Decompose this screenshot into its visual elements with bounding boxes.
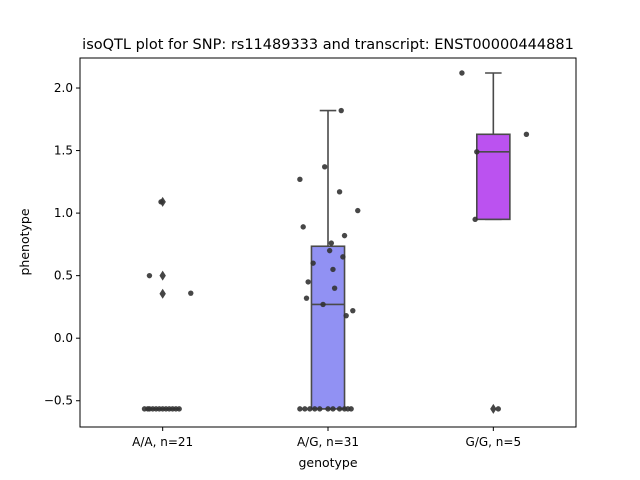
data-point <box>523 131 530 138</box>
data-point <box>336 406 343 412</box>
data-point <box>474 149 480 155</box>
data-point <box>146 272 153 279</box>
data-point <box>495 406 501 412</box>
data-point <box>312 406 318 412</box>
data-point <box>320 301 326 308</box>
x-tick-label: G/G, n=5 <box>466 435 522 449</box>
y-tick-label: 0.0 <box>54 331 73 345</box>
box-2 <box>310 109 346 410</box>
data-point <box>297 406 303 412</box>
data-point <box>340 254 346 260</box>
data-point <box>330 266 336 273</box>
data-point <box>325 406 331 412</box>
data-point <box>307 406 313 412</box>
data-point <box>317 406 323 412</box>
data-point <box>176 406 182 412</box>
data-point <box>355 207 361 214</box>
data-point <box>302 406 308 412</box>
data-point <box>321 164 328 170</box>
data-point <box>459 70 465 76</box>
data-point <box>305 279 311 285</box>
y-tick-label: 2.0 <box>54 81 73 95</box>
data-point <box>326 247 333 254</box>
outlier-marker <box>490 403 497 414</box>
data-point <box>300 224 306 230</box>
data-point <box>188 290 194 296</box>
outlier-marker <box>159 270 166 281</box>
data-point <box>341 232 348 239</box>
x-tick-label: A/A, n=21 <box>132 435 193 449</box>
boxes-group <box>145 72 511 414</box>
data-point <box>343 312 349 319</box>
y-axis: −0.5 0.0 0.5 1.0 1.5 2.0 <box>44 81 80 408</box>
data-point <box>158 199 164 205</box>
y-tick-label: −0.5 <box>44 394 73 408</box>
box-3 <box>475 72 511 414</box>
points-group <box>141 70 530 412</box>
data-point <box>330 406 336 412</box>
y-tick-label: 0.5 <box>54 269 73 283</box>
y-tick-label: 1.5 <box>54 144 73 158</box>
x-axis: A/A, n=21 A/G, n=31 G/G, n=5 <box>132 427 521 449</box>
data-point <box>297 176 303 183</box>
data-point <box>348 406 354 412</box>
data-point <box>472 216 478 223</box>
data-point <box>303 295 310 301</box>
box-body <box>475 133 511 221</box>
data-point <box>328 240 335 246</box>
data-point <box>145 406 151 412</box>
x-axis-label: genotype <box>298 455 357 470</box>
chart-title: isoQTL plot for SNP: rs11489333 and tran… <box>82 37 574 53</box>
data-point <box>336 189 343 195</box>
y-tick-label: 1.0 <box>54 206 73 220</box>
data-point <box>310 260 316 266</box>
data-point <box>331 285 338 291</box>
data-point <box>350 307 356 314</box>
outlier-marker <box>159 288 166 299</box>
y-axis-label: phenotype <box>17 208 32 275</box>
box-body <box>310 245 346 410</box>
data-point <box>338 107 344 114</box>
x-tick-label: A/G, n=31 <box>297 435 359 449</box>
plot-area <box>79 57 577 428</box>
